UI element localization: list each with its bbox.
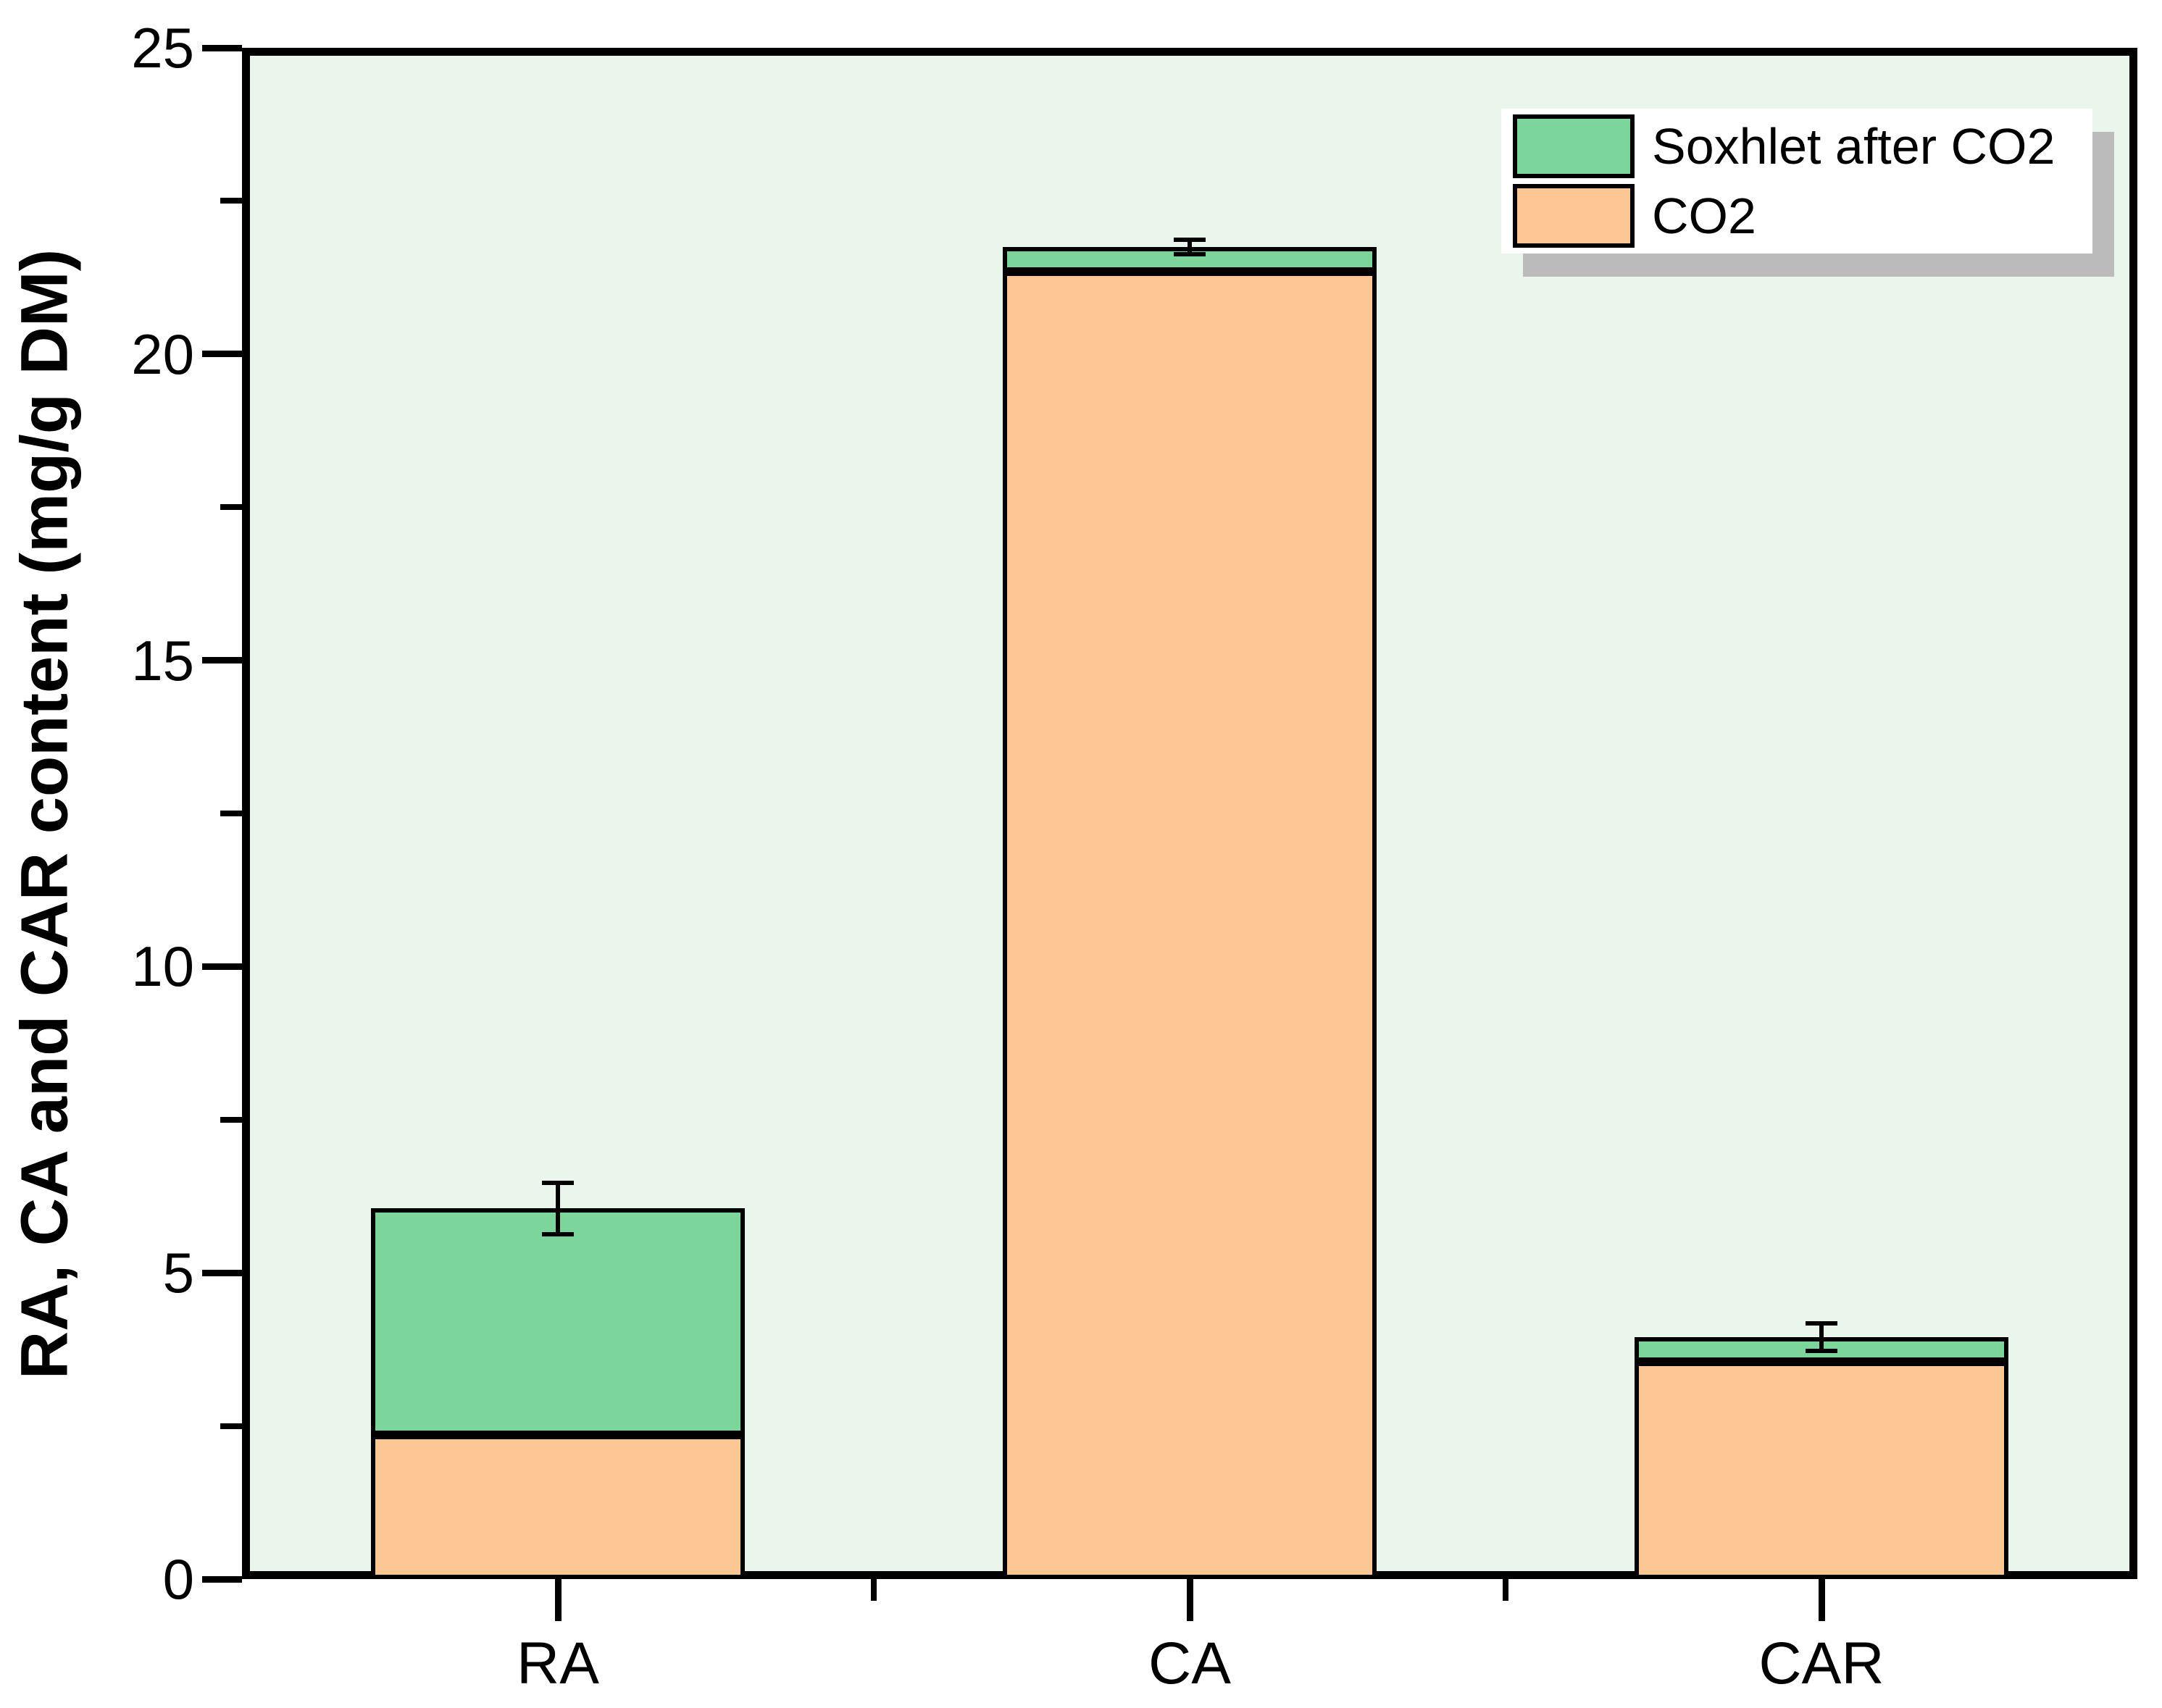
legend-label-soxhlet: Soxhlet after CO2 bbox=[1652, 118, 2055, 175]
plot-area: Soxhlet after CO2 CO2 bbox=[242, 48, 2137, 1579]
legend-item-co2: CO2 bbox=[1513, 184, 2092, 248]
x-major-tick bbox=[1186, 1579, 1193, 1621]
x-tick-label: RA bbox=[517, 1630, 599, 1696]
y-axis-title: RA, CA and CAR content (mg/g DM) bbox=[7, 248, 82, 1380]
x-tick-label: CAR bbox=[1758, 1630, 1885, 1696]
y-major-tick bbox=[202, 657, 242, 664]
y-major-tick bbox=[202, 351, 242, 358]
legend: Soxhlet after CO2 CO2 bbox=[1501, 109, 2114, 277]
x-tick-label: CA bbox=[1148, 1630, 1231, 1696]
y-minor-tick bbox=[220, 1423, 242, 1429]
legend-box: Soxhlet after CO2 CO2 bbox=[1501, 109, 2092, 254]
y-major-tick bbox=[202, 963, 242, 970]
x-minor-tick bbox=[1503, 1579, 1508, 1601]
legend-label-co2: CO2 bbox=[1652, 188, 1756, 244]
x-major-tick bbox=[1818, 1579, 1825, 1621]
x-minor-tick bbox=[871, 1579, 877, 1601]
y-major-tick bbox=[202, 1575, 242, 1583]
y-major-tick bbox=[202, 44, 242, 51]
y-tick-label: 5 bbox=[162, 1241, 194, 1305]
y-minor-tick bbox=[220, 198, 242, 204]
error-bar-line bbox=[1819, 1323, 1824, 1351]
y-tick-label: 20 bbox=[131, 322, 194, 386]
y-minor-tick bbox=[220, 1116, 242, 1123]
legend-item-soxhlet: Soxhlet after CO2 bbox=[1513, 114, 2092, 178]
error-bar-cap-top bbox=[1806, 1321, 1837, 1326]
error-bar-line bbox=[556, 1182, 560, 1234]
y-major-tick bbox=[202, 1269, 242, 1276]
error-bar-cap-top bbox=[1174, 237, 1206, 242]
x-major-tick bbox=[554, 1579, 562, 1621]
y-minor-tick bbox=[220, 504, 242, 511]
bar-segment-ca-co2 bbox=[1003, 271, 1377, 1579]
bar-segment-ra-co2 bbox=[371, 1435, 745, 1579]
error-bar-cap-top bbox=[542, 1180, 574, 1185]
y-minor-tick bbox=[220, 811, 242, 816]
y-tick-label: 25 bbox=[131, 16, 194, 80]
bar-segment-ra-soxhlet-after-co2 bbox=[371, 1208, 745, 1436]
error-bar-line bbox=[1188, 239, 1192, 254]
y-tick-label: 15 bbox=[131, 628, 194, 692]
y-tick-label: 10 bbox=[131, 934, 194, 999]
error-bar-cap-bottom bbox=[1174, 251, 1206, 256]
legend-swatch-soxhlet-green bbox=[1513, 114, 1635, 178]
legend-swatch-co2-orange bbox=[1513, 184, 1635, 248]
bar-segment-car-co2 bbox=[1635, 1361, 2008, 1579]
y-tick-label: 0 bbox=[162, 1547, 194, 1611]
error-bar-cap-bottom bbox=[542, 1231, 574, 1236]
error-bar-cap-bottom bbox=[1806, 1348, 1837, 1353]
